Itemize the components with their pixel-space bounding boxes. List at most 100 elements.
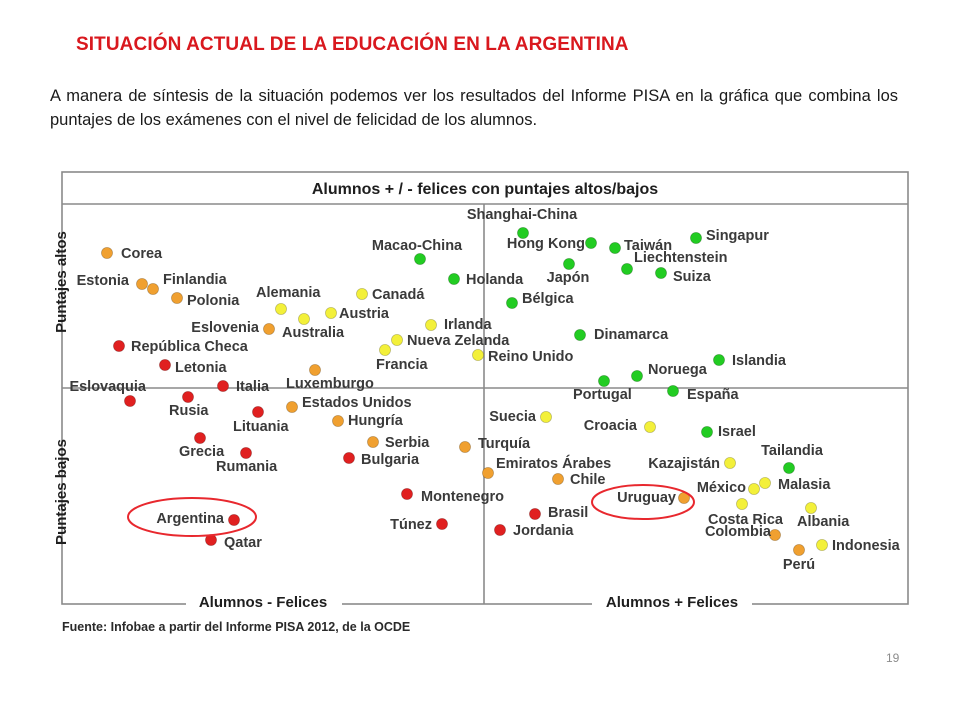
point-reino-unido bbox=[471, 348, 484, 361]
x-label-right-bg bbox=[592, 592, 752, 612]
x-label-left: Alumnos - Felices bbox=[199, 594, 327, 611]
point-holanda bbox=[447, 273, 460, 286]
label-mexico: México bbox=[697, 480, 746, 496]
label-taiwan: Taiwán bbox=[624, 238, 672, 254]
point-polonia bbox=[171, 291, 184, 304]
y-label-top: Puntajes altos bbox=[53, 231, 70, 333]
label-serbia: Serbia bbox=[385, 435, 430, 451]
label-tailandia: Tailandia bbox=[761, 443, 824, 459]
point-republica-checa bbox=[113, 339, 126, 352]
label-estonia: Estonia bbox=[77, 273, 130, 289]
point-irlanda bbox=[424, 318, 437, 331]
label-liechtenstein: Liechtenstein bbox=[634, 250, 727, 266]
label-shanghai-china: Shanghai-China bbox=[467, 207, 578, 223]
point-macao-china bbox=[413, 253, 426, 266]
slide-title: SITUACIÓN ACTUAL DE LA EDUCACIÓN EN LA A… bbox=[76, 34, 629, 55]
label-emiratos-arabes: Emiratos Árabes bbox=[496, 455, 611, 472]
point-turquia bbox=[458, 440, 471, 453]
point-japon bbox=[563, 258, 576, 271]
point-espana bbox=[667, 384, 680, 397]
label-japon: Japón bbox=[547, 270, 590, 286]
x-label-right: Alumnos + Felices bbox=[606, 594, 738, 611]
label-rumania: Rumania bbox=[216, 459, 278, 475]
point-brasil bbox=[528, 507, 541, 520]
label-hong-kong: Hong Kong bbox=[507, 236, 585, 252]
point-singapur bbox=[690, 232, 703, 245]
chart-title: Alumnos + / - felices con puntajes altos… bbox=[312, 181, 658, 198]
point-canada bbox=[355, 287, 368, 300]
highlight-ring-uruguay bbox=[591, 484, 695, 520]
point-jordania bbox=[493, 523, 506, 536]
label-bulgaria: Bulgaria bbox=[361, 452, 420, 468]
point-australia bbox=[297, 312, 310, 325]
point-portugal bbox=[598, 374, 611, 387]
point-indonesia bbox=[816, 538, 829, 551]
label-qatar: Qatar bbox=[224, 535, 262, 551]
label-holanda: Holanda bbox=[466, 272, 524, 288]
point-tailandia bbox=[783, 461, 796, 474]
point-estonia bbox=[136, 278, 149, 291]
pisa-happiness-chart: Alumnos + / - felices con puntajes altos… bbox=[48, 156, 924, 646]
label-espana: España bbox=[687, 387, 740, 403]
point-grecia bbox=[193, 431, 206, 444]
point-noruega bbox=[631, 369, 644, 382]
points-layer: Shanghai-China Hong Kong Taiwán Singapur Mac… bbox=[69, 207, 900, 573]
point-nueva-zelanda bbox=[390, 333, 403, 346]
point-shanghai-china bbox=[516, 227, 529, 240]
page-number: 19 bbox=[886, 651, 900, 665]
point-mexico bbox=[748, 482, 761, 495]
label-croacia: Croacia bbox=[584, 418, 638, 434]
point-lituania bbox=[251, 405, 264, 418]
point-costa-rica bbox=[736, 497, 749, 510]
point-hungria bbox=[331, 414, 344, 427]
label-portugal: Portugal bbox=[573, 387, 632, 403]
label-austria: Austria bbox=[339, 306, 390, 322]
point-dinamarca bbox=[574, 328, 587, 341]
point-eslovenia bbox=[262, 322, 275, 335]
point-rumania bbox=[239, 446, 252, 459]
label-islandia: Islandia bbox=[732, 353, 787, 369]
label-lituania: Lituania bbox=[233, 419, 290, 435]
label-argentina: Argentina bbox=[156, 511, 225, 527]
label-tunez: Túnez bbox=[390, 517, 432, 533]
point-rusia bbox=[181, 390, 194, 403]
point-corea bbox=[101, 247, 114, 260]
point-letonia bbox=[159, 358, 172, 371]
label-indonesia: Indonesia bbox=[832, 538, 901, 554]
x-label-left-bg bbox=[186, 592, 342, 612]
chart-svg: Alumnos + / - felices con puntajes altos… bbox=[53, 171, 909, 634]
point-finlandia bbox=[147, 283, 160, 296]
point-eslovaquia bbox=[124, 394, 137, 407]
label-peru: Perú bbox=[783, 557, 815, 573]
label-dinamarca: Dinamarca bbox=[594, 327, 669, 343]
point-austria bbox=[324, 306, 337, 319]
point-liechtenstein bbox=[621, 263, 634, 276]
point-italia bbox=[216, 379, 229, 392]
label-estados-unidos: Estados Unidos bbox=[302, 395, 412, 411]
label-canada: Canadá bbox=[372, 287, 425, 303]
source-note: Fuente: Infobae a partir del Informe PIS… bbox=[62, 620, 410, 634]
label-republica-checa: República Checa bbox=[131, 339, 249, 355]
label-suecia: Suecia bbox=[489, 409, 537, 425]
point-tunez bbox=[435, 517, 448, 530]
point-croacia bbox=[644, 420, 657, 433]
label-luxemburgo: Luxemburgo bbox=[286, 376, 374, 392]
highlight-ring-argentina bbox=[127, 497, 257, 537]
label-colombia: Colombia bbox=[705, 524, 772, 540]
label-rusia: Rusia bbox=[169, 403, 209, 419]
label-montenegro: Montenegro bbox=[421, 489, 504, 505]
label-turquia: Turquía bbox=[478, 436, 531, 452]
point-suecia bbox=[539, 410, 552, 423]
label-chile: Chile bbox=[570, 472, 605, 488]
intro-paragraph: A manera de síntesis de la situación pod… bbox=[50, 87, 898, 129]
point-hong-kong bbox=[585, 237, 598, 250]
label-letonia: Letonia bbox=[175, 360, 227, 376]
label-belgica: Bélgica bbox=[522, 291, 575, 307]
point-montenegro bbox=[400, 487, 413, 500]
point-belgica bbox=[505, 296, 518, 309]
label-singapur: Singapur bbox=[706, 228, 769, 244]
label-australia: Australia bbox=[282, 325, 345, 341]
label-israel: Israel bbox=[718, 424, 756, 440]
label-corea: Corea bbox=[121, 246, 163, 262]
point-francia bbox=[378, 343, 391, 356]
